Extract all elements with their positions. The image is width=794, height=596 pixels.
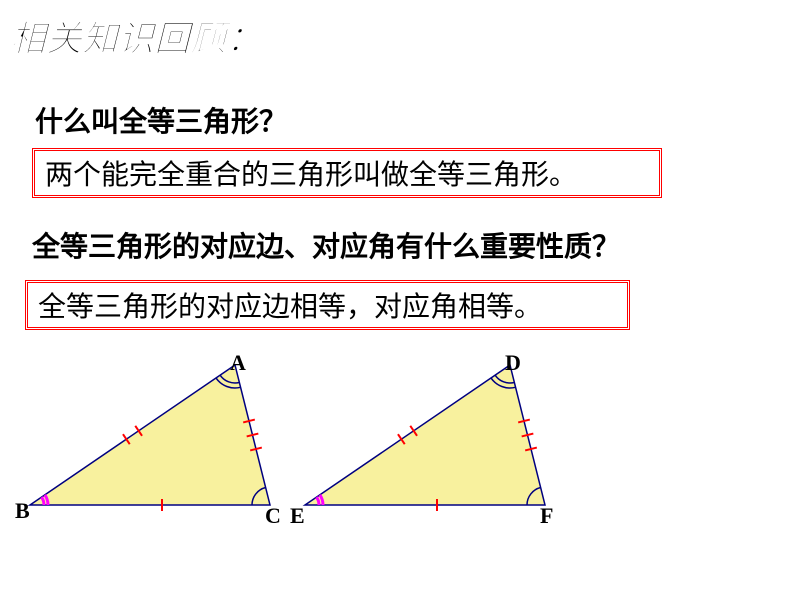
triangle-abc: A B C <box>15 350 285 520</box>
vertex-label-d: D <box>505 350 521 376</box>
question-1: 什么叫全等三角形？ <box>35 100 287 140</box>
triangle-def: D E F <box>290 350 560 520</box>
page-title: 相关知识回顾： <box>10 10 262 62</box>
answer-box-2: 全等三角形的对应边相等，对应角相等。 <box>25 280 630 330</box>
vertex-label-b: B <box>15 498 30 524</box>
vertex-label-f: F <box>540 503 553 529</box>
answer-2-text: 全等三角形的对应边相等，对应角相等。 <box>38 285 542 325</box>
answer-box-1: 两个能完全重合的三角形叫做全等三角形。 <box>32 148 662 198</box>
answer-1-text: 两个能完全重合的三角形叫做全等三角形。 <box>45 153 577 193</box>
vertex-label-a: A <box>230 350 246 376</box>
vertex-label-c: C <box>265 503 281 529</box>
question-2: 全等三角形的对应边、对应角有什么重要性质？ <box>32 225 620 265</box>
vertex-label-e: E <box>290 503 305 529</box>
